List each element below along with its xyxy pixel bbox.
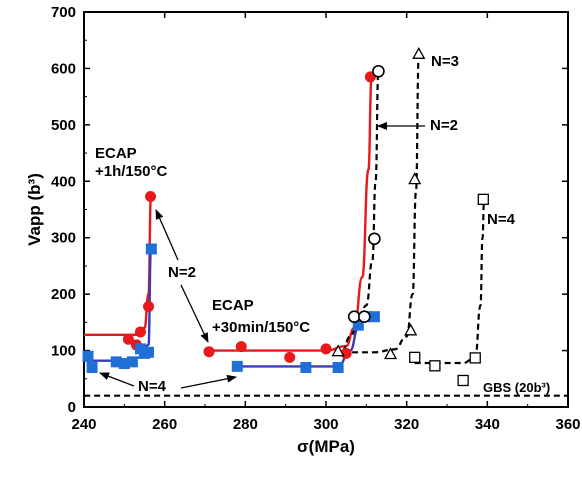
fit-curve-4 <box>341 70 380 352</box>
y-tick-label: 600 <box>51 60 76 77</box>
arrow-n4-to-1h <box>99 372 135 387</box>
point-filled-square-14 <box>368 311 380 323</box>
point-open-square-3 <box>469 352 481 364</box>
annotation-n4-left: N=4 <box>138 378 167 395</box>
point-filled-square-9 <box>231 360 243 372</box>
x-tick-label: 280 <box>233 416 258 433</box>
point-filled-square-8 <box>145 243 157 255</box>
point-open-triangle-1 <box>383 347 398 360</box>
x-tick-label: 300 <box>313 416 338 433</box>
annotation-n4-right: N=4 <box>487 211 516 228</box>
fit-curve-5 <box>342 53 420 354</box>
point-open-circle-3 <box>372 64 385 78</box>
point-filled-circle-2 <box>134 326 146 338</box>
annotation-ecap-1h-line2: +1h/150°C <box>95 163 167 180</box>
y-tick-label: 400 <box>51 173 76 190</box>
point-filled-square-1 <box>86 362 98 373</box>
point-open-triangle-0 <box>331 344 345 357</box>
annotation-ecap-30min-line1: ECAP <box>212 297 254 314</box>
y-tick-label: 0 <box>68 399 76 416</box>
point-open-triangle-3 <box>408 172 422 185</box>
fit-curve-0 <box>84 195 153 337</box>
point-filled-square-11 <box>332 362 344 373</box>
annotation-ecap-30min-line2: +30min/150°C <box>212 319 310 336</box>
point-open-triangle-2 <box>404 323 418 336</box>
y-tick-label: 300 <box>51 230 76 247</box>
point-open-square-0 <box>409 351 421 363</box>
point-filled-circle-6 <box>235 341 247 353</box>
point-filled-circle-5 <box>203 346 215 358</box>
arrow-n2-to-30min <box>180 284 209 343</box>
x-tick-label: 240 <box>71 416 96 433</box>
fit-curve-6 <box>414 198 486 365</box>
x-axis-title: σ(MPa) <box>297 437 355 456</box>
y-tick-label: 200 <box>51 286 76 303</box>
point-filled-square-4 <box>126 356 138 368</box>
y-tick-label: 700 <box>51 4 76 21</box>
point-filled-square-12 <box>352 319 364 331</box>
point-filled-square-10 <box>300 362 312 373</box>
point-filled-circle-3 <box>143 301 155 313</box>
data-points <box>82 46 489 387</box>
point-open-triangle-4 <box>412 46 426 59</box>
point-filled-circle-0 <box>122 333 134 345</box>
point-open-square-1 <box>429 360 441 372</box>
arrow-n4-to-30min <box>180 374 237 389</box>
y-tick-label: 100 <box>51 343 76 360</box>
annotation-ecap-1h-line1: ECAP <box>95 145 137 162</box>
point-open-circle-2 <box>368 232 381 246</box>
plot-axes: 240 260 280 300 320 340 360 0 100 200 300 400 500 600… <box>25 4 581 456</box>
x-tick-label: 360 <box>555 416 580 433</box>
annotation-gbs: GBS (20b³) <box>483 380 550 395</box>
point-filled-circle-7 <box>284 351 296 363</box>
point-filled-circle-8 <box>320 343 332 355</box>
point-filled-square-0 <box>82 350 94 362</box>
x-tick-label: 320 <box>394 416 419 433</box>
y-axis-title: Vapp (b³) <box>25 173 44 246</box>
point-filled-circle-4 <box>145 191 157 203</box>
annotation-n3: N=3 <box>431 53 459 70</box>
point-open-square-2 <box>457 374 469 387</box>
x-tick-label: 260 <box>152 416 177 433</box>
point-open-circle-1 <box>358 310 371 324</box>
point-filled-square-2 <box>110 356 122 368</box>
point-open-square-4 <box>477 193 489 205</box>
point-filled-square-3 <box>118 358 130 370</box>
arrow-n2-to-1h <box>155 209 179 261</box>
annotations: ECAP +1h/150°C ECAP +30min/150°C N=2 N=2… <box>95 53 550 395</box>
x-tick-label: 340 <box>475 416 500 433</box>
annotation-n2-left: N=2 <box>168 264 196 281</box>
y-tick-label: 500 <box>51 117 76 134</box>
annotation-n2-right: N=2 <box>430 117 458 134</box>
point-filled-square-7 <box>143 346 155 358</box>
